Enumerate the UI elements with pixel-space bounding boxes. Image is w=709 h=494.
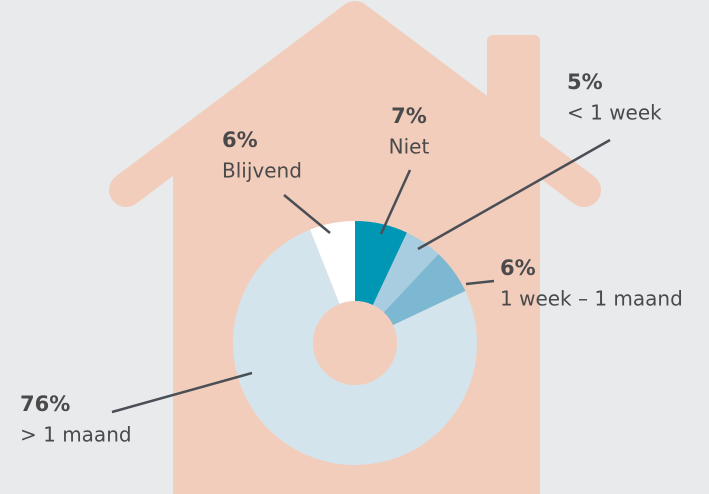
value-label: 6%: [222, 128, 258, 152]
value-label: 7%: [391, 104, 427, 128]
page: {"chart_data": {"type": "donut", "catego…: [0, 0, 709, 494]
category-label: > 1 maand: [20, 423, 132, 447]
category-label: < 1 week: [567, 101, 662, 125]
category-label: 1 week – 1 maand: [500, 287, 683, 311]
chart: 7% Niet 5% < 1 week 6% 1 week – 1 maand 76% > 1…: [0, 0, 709, 494]
category-label: Niet: [389, 135, 430, 159]
value-label: 5%: [567, 70, 603, 94]
value-label: 6%: [500, 256, 536, 280]
donut-hole: [313, 301, 397, 385]
category-label: Blijvend: [222, 159, 302, 183]
value-label: 76%: [20, 392, 70, 416]
